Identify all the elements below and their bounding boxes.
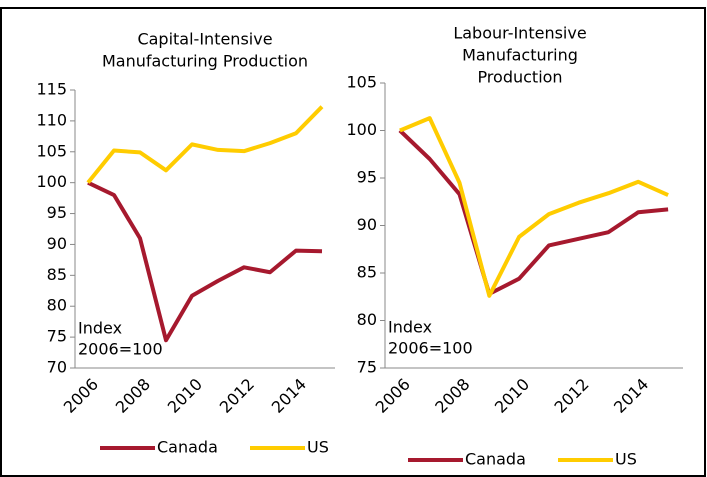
y-tick-label: 95	[357, 168, 377, 187]
x-tick-label: 2010	[164, 375, 206, 417]
y-tick-label: 75	[47, 327, 67, 346]
x-tick-label: 2012	[216, 375, 258, 417]
y-tick-label: 70	[47, 358, 67, 377]
chart-title: Manufacturing	[462, 46, 578, 65]
line-series	[87, 180, 323, 343]
y-tick-label: 80	[47, 296, 67, 315]
chart-title: Capital-Intensive	[137, 30, 272, 49]
y-tick-label: 105	[36, 141, 67, 160]
y-tick-label: 85	[357, 263, 377, 282]
line-series	[86, 105, 324, 184]
x-tick-label: 2012	[550, 375, 592, 417]
y-tick-label: 75	[357, 358, 377, 377]
y-tick-label: 90	[357, 215, 377, 234]
frame	[0, 7, 706, 477]
legend-label: US	[307, 438, 329, 457]
y-tick-label: 105	[346, 73, 377, 92]
legend-label: Canada	[157, 438, 218, 457]
y-tick-label: 110	[36, 110, 67, 129]
y-tick-label: 80	[357, 310, 377, 329]
chart-title: Manufacturing Production	[102, 52, 308, 71]
annotation: 2006=100	[78, 340, 163, 359]
x-tick-label: 2010	[491, 375, 533, 417]
y-tick-label: 85	[47, 265, 67, 284]
x-tick-label: 2008	[112, 375, 154, 417]
annotation: 2006=100	[388, 339, 473, 358]
y-tick-label: 90	[47, 234, 67, 253]
x-tick-label: 2014	[268, 375, 310, 417]
chart-title: Labour-Intensive	[453, 24, 586, 43]
line-series	[398, 129, 669, 296]
x-tick-label: 2014	[610, 375, 652, 417]
legend-label: US	[615, 450, 637, 469]
y-tick-label: 95	[47, 203, 67, 222]
line-series	[399, 116, 669, 298]
y-tick-label: 115	[36, 80, 67, 99]
legend-label: Canada	[465, 450, 526, 469]
x-tick-label: 2008	[431, 375, 473, 417]
x-tick-label: 2006	[60, 375, 102, 417]
y-tick-label: 100	[346, 120, 377, 139]
x-tick-label: 2006	[372, 375, 414, 417]
annotation: Index	[78, 319, 122, 338]
chart-title: Production	[477, 68, 562, 87]
annotation: Index	[388, 318, 432, 337]
y-tick-label: 100	[36, 172, 67, 191]
